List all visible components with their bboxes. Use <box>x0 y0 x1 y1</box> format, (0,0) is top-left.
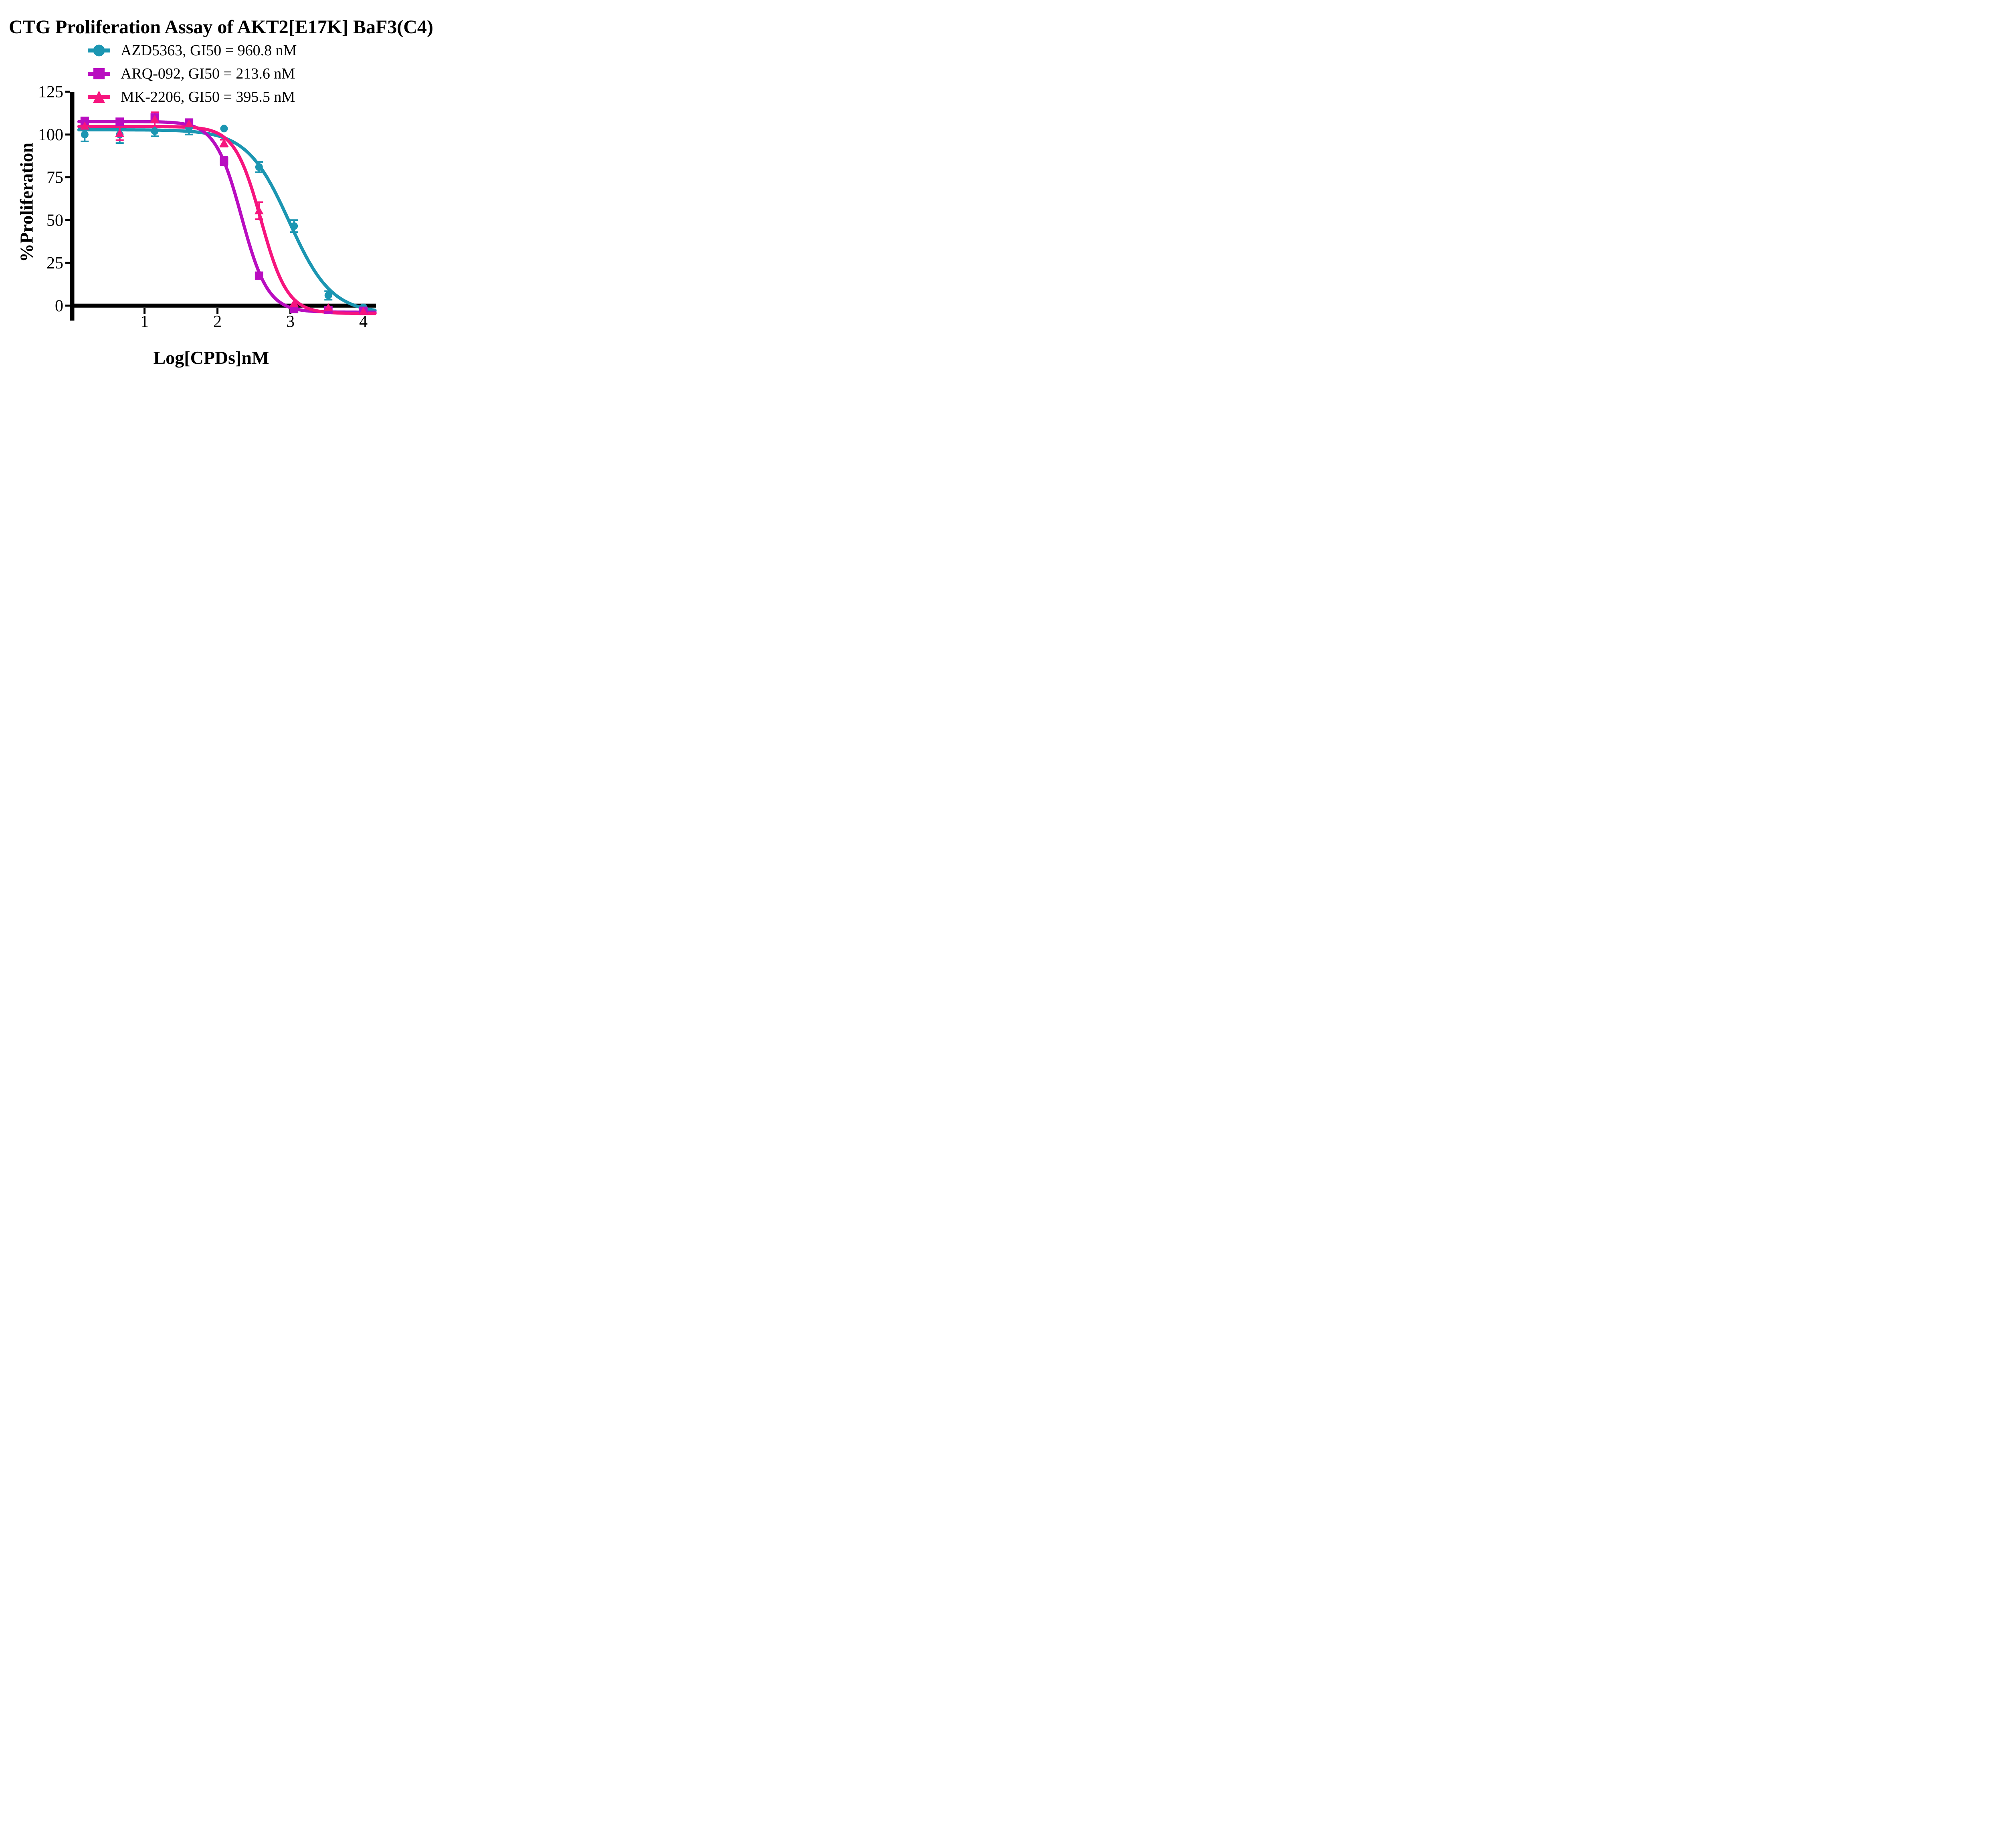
data-point-MK-2206 <box>184 119 194 127</box>
y-tick-label: 100 <box>38 126 63 144</box>
data-point-AZD5363 <box>290 222 298 230</box>
azd5363-circle-marker-icon <box>88 43 110 58</box>
data-point-ARQ-092 <box>115 117 124 126</box>
legend-label-azd5363: AZD5363, GI50 = 960.8 nM <box>121 42 297 59</box>
proliferation-assay-figure: CTG Proliferation Assay of AKT2[E17K] Ba… <box>0 0 442 369</box>
data-point-MK-2206 <box>115 129 125 137</box>
data-point-MK-2206 <box>359 307 368 315</box>
fit-curve-MK-2206 <box>77 125 377 315</box>
data-point-AZD5363 <box>220 125 228 133</box>
data-point-ARQ-092 <box>80 117 89 125</box>
y-tick-label: 0 <box>55 297 63 315</box>
data-point-ARQ-092 <box>220 157 228 165</box>
data-point-MK-2206 <box>150 115 160 123</box>
data-point-AZD5363 <box>255 163 263 171</box>
fit-curve-ARQ-092 <box>77 120 377 314</box>
y-tick-label: 125 <box>38 83 63 101</box>
x-tick-label: 1 <box>140 313 149 331</box>
data-point-MK-2206 <box>80 121 89 130</box>
chart-title: CTG Proliferation Assay of AKT2[E17K] Ba… <box>8 16 434 38</box>
y-axis-title: %Proliferation <box>16 142 37 262</box>
x-tick-label: 2 <box>213 313 222 331</box>
data-point-MK-2206 <box>289 299 299 307</box>
legend-label-mk2206: MK-2206, GI50 = 395.5 nM <box>121 89 295 105</box>
legend-item-arq092: ARQ-092, GI50 = 213.6 nM <box>88 62 297 85</box>
data-point-AZD5363 <box>151 127 159 135</box>
arq092-square-marker-icon <box>88 67 110 81</box>
x-tick-label: 3 <box>286 313 295 331</box>
data-point-MK-2206 <box>219 139 229 147</box>
x-axis-title: Log[CPDs]nM <box>153 347 269 368</box>
legend-swatch-graphic <box>88 91 110 103</box>
legend-item-mk2206: MK-2206, GI50 = 395.5 nM <box>88 85 297 109</box>
y-tick-label: 75 <box>46 169 63 187</box>
data-point-MK-2206 <box>323 303 333 311</box>
x-tick-label: 4 <box>359 313 368 331</box>
data-point-AZD5363 <box>324 291 332 299</box>
legend: AZD5363, GI50 = 960.8 nM ARQ-092, GI50 =… <box>88 39 297 109</box>
legend-swatch-graphic <box>88 44 110 56</box>
data-point-ARQ-092 <box>255 271 263 280</box>
data-point-AZD5363 <box>81 131 89 139</box>
legend-item-azd5363: AZD5363, GI50 = 960.8 nM <box>88 39 297 62</box>
y-tick-label: 50 <box>46 211 63 230</box>
dose-response-plot: 0 25 50 75 100 125 1 2 3 4 <box>38 83 377 331</box>
y-tick-label: 25 <box>46 254 63 272</box>
mk2206-triangle-marker-icon <box>88 90 110 104</box>
data-point-MK-2206 <box>254 206 264 214</box>
legend-label-arq092: ARQ-092, GI50 = 213.6 nM <box>121 65 295 82</box>
legend-swatch-graphic <box>88 68 110 79</box>
